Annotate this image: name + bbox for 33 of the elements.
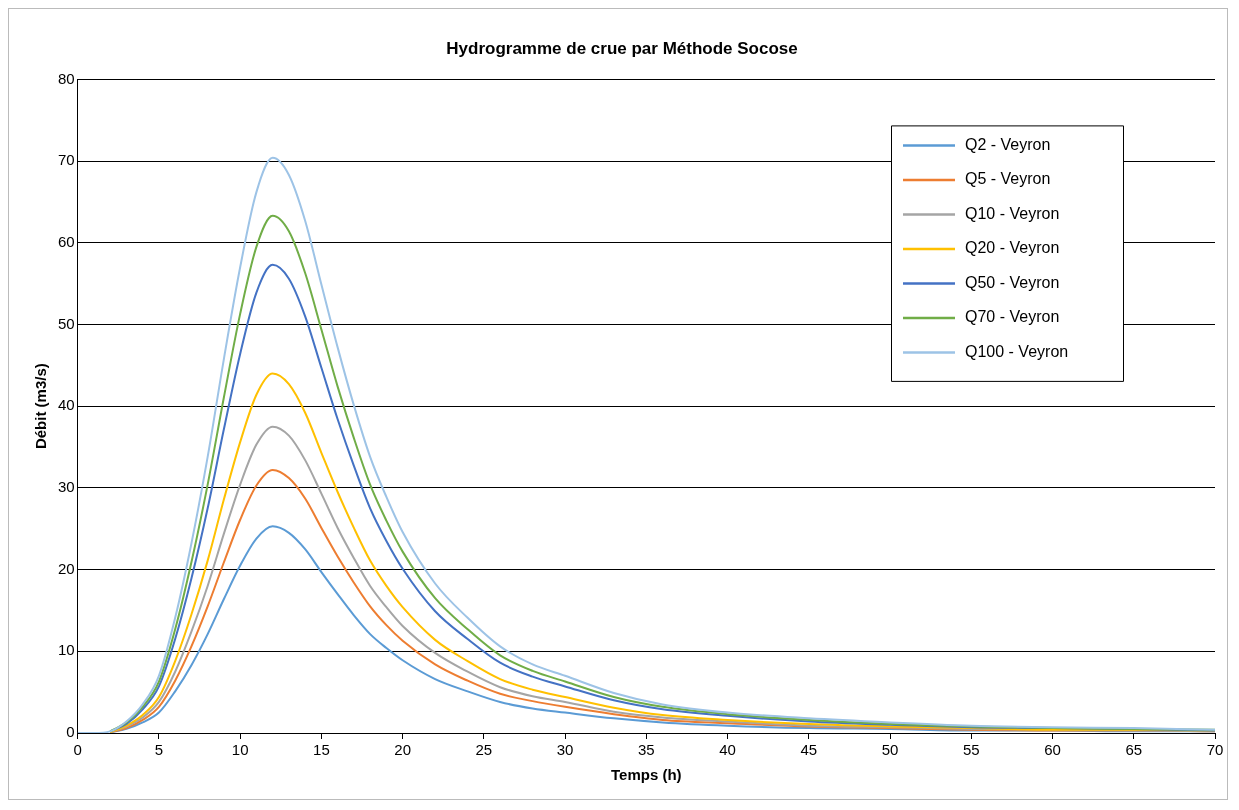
y-tick-label: 30	[58, 478, 75, 496]
x-axis-title: Temps (h)	[611, 766, 682, 784]
y-tick-label: 40	[58, 396, 75, 414]
y-tick-label: 80	[58, 69, 75, 87]
x-tick-label: 45	[800, 741, 818, 759]
y-tick-label: 70	[58, 151, 75, 169]
x-tick-label: 5	[154, 741, 164, 759]
x-tick-label: 35	[638, 741, 655, 759]
x-tick-label: 15	[313, 741, 330, 759]
y-tick-label: 10	[58, 641, 75, 659]
legend-label: Q20 - Veyron	[965, 239, 1060, 257]
x-tick-label: 65	[1125, 741, 1143, 759]
legend-label: Q100 - Veyron	[965, 342, 1069, 360]
x-tick-label: 20	[394, 741, 411, 759]
legend-label: Q10 - Veyron	[965, 204, 1060, 222]
x-tick-label: 25	[475, 741, 493, 759]
x-tick-label: 50	[881, 741, 899, 759]
y-tick-label: 60	[58, 232, 75, 250]
x-tick-label: 55	[962, 741, 980, 759]
y-tick-label: 0	[66, 723, 75, 741]
y-tick-label: 20	[58, 559, 75, 577]
chart-title: Hydrogramme de crue par Méthode Socose	[446, 38, 798, 58]
x-tick-label: 10	[231, 741, 249, 759]
x-tick-label: 40	[719, 741, 736, 759]
legend-label: Q2 - Veyron	[965, 135, 1051, 153]
y-axis-title: Débit (m3/s)	[32, 363, 50, 450]
legend-label: Q70 - Veyron	[965, 308, 1060, 326]
y-tick-label: 50	[58, 314, 75, 332]
legend-label: Q50 - Veyron	[965, 273, 1060, 291]
legend-label: Q5 - Veyron	[965, 170, 1051, 188]
x-tick-label: 30	[556, 741, 574, 759]
x-tick-label: 70	[1206, 741, 1224, 759]
x-tick-label: 60	[1044, 741, 1061, 759]
